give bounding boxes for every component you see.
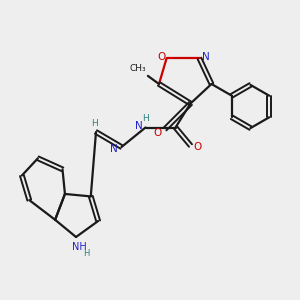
Text: N: N [110, 143, 118, 154]
Text: CH₃: CH₃ [129, 64, 146, 73]
Text: O: O [157, 52, 165, 62]
Text: N: N [135, 121, 143, 131]
Text: O: O [153, 128, 162, 138]
Text: O: O [193, 142, 201, 152]
Text: H: H [91, 118, 98, 127]
Text: N: N [202, 52, 210, 62]
Text: H: H [142, 114, 149, 123]
Text: NH: NH [72, 242, 86, 253]
Text: H: H [83, 249, 90, 258]
